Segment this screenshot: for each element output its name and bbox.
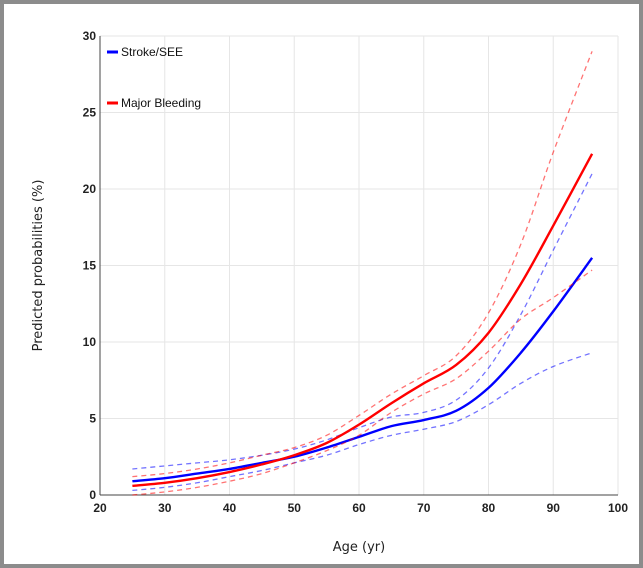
x-tick-label: 20 <box>93 501 107 515</box>
stroke-see-series-line <box>132 257 594 483</box>
stroke-see-lower-ci-line <box>132 352 593 492</box>
stroke-see-legend-label: Stroke/SEE <box>121 45 183 59</box>
major-bleeding-upper-ci-line <box>132 51 593 478</box>
line-chart: 20 30 40 50 60 70 80 90 100 0 5 10 15 20 25 30 Stroke/… <box>31 29 628 555</box>
y-tick-label: 30 <box>83 29 97 43</box>
axes <box>99 36 618 496</box>
y-tick-label: 20 <box>83 182 97 196</box>
y-tick-label: 15 <box>83 259 97 273</box>
series-group <box>132 51 594 496</box>
major-bleeding-series-line <box>132 153 594 488</box>
y-axis-label: Predicted probabilities (%) <box>31 180 46 352</box>
x-tick-label: 60 <box>352 501 366 515</box>
x-axis-label: Age (yr) <box>333 540 385 555</box>
y-tick-label: 0 <box>89 488 96 502</box>
x-tick-label: 50 <box>288 501 302 515</box>
y-tick-label: 5 <box>89 412 96 426</box>
x-tick-label: 70 <box>417 501 431 515</box>
y-axis-ticks: 0 5 10 15 20 25 30 <box>83 29 97 502</box>
x-tick-label: 90 <box>547 501 561 515</box>
x-tick-label: 80 <box>482 501 496 515</box>
stroke-see-upper-ci-line <box>132 173 593 470</box>
major-bleeding-lower-ci-line <box>132 269 593 496</box>
y-tick-label: 10 <box>83 335 97 349</box>
x-tick-label: 40 <box>223 501 237 515</box>
x-tick-label: 30 <box>158 501 172 515</box>
x-axis-ticks: 20 30 40 50 60 70 80 90 100 <box>93 501 628 515</box>
major-bleeding-legend-label: Major Bleeding <box>121 96 201 110</box>
legend: Stroke/SEE Major Bleeding <box>107 45 201 110</box>
x-tick-label: 100 <box>608 501 628 515</box>
y-tick-label: 25 <box>83 106 97 120</box>
